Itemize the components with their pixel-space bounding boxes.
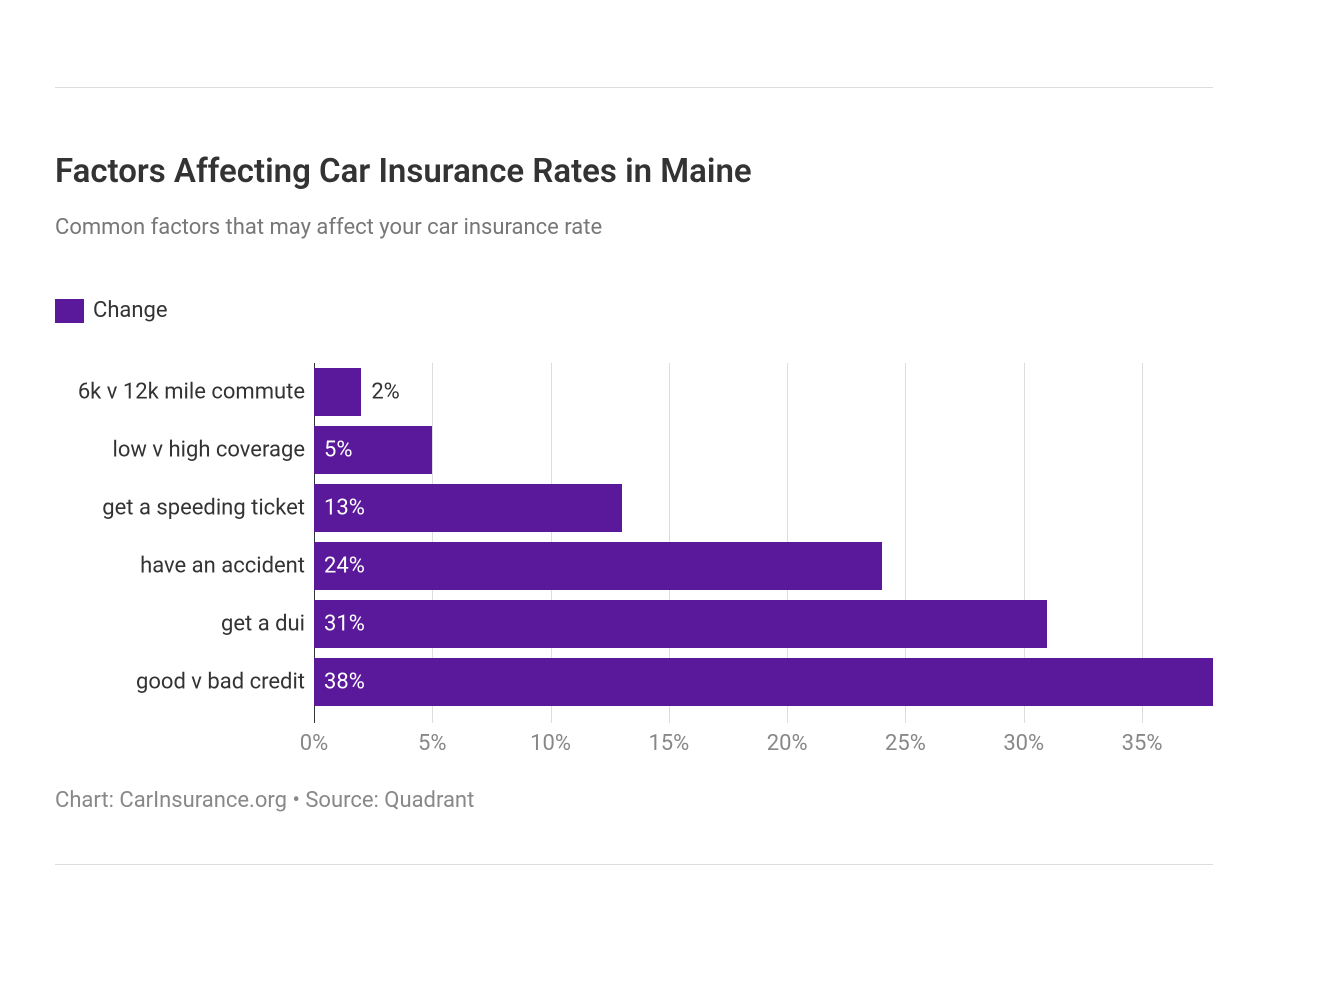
bar-row: have an accident 24% [55, 542, 1213, 590]
bar-row: get a speeding ticket 13% [55, 484, 1213, 532]
chart-subtitle: Common factors that may affect your car … [55, 215, 602, 240]
bar-value-label: 24% [324, 554, 365, 579]
bar-value-label: 31% [324, 612, 365, 637]
top-divider [55, 87, 1213, 88]
bottom-divider [55, 864, 1213, 865]
x-tick-label: 10% [530, 731, 571, 756]
bar-category-label: have an accident [55, 554, 305, 579]
bar-row: low v high coverage 5% [55, 426, 1213, 474]
x-tick-label: 25% [885, 731, 926, 756]
bar-category-label: get a speeding ticket [55, 496, 305, 521]
bar [314, 600, 1047, 648]
x-axis: 0%5%10%15%20%25%30%35% [314, 723, 1213, 763]
bar-value-label: 2% [371, 380, 399, 405]
x-tick-label: 15% [648, 731, 689, 756]
bar [314, 658, 1213, 706]
legend-label: Change [93, 298, 168, 323]
legend: Change [55, 298, 168, 323]
bar-category-label: 6k v 12k mile commute [55, 380, 305, 405]
bar-value-label: 5% [324, 438, 352, 463]
bar [314, 368, 361, 416]
chart-title: Factors Affecting Car Insurance Rates in… [55, 152, 752, 191]
bar-chart: 0%5%10%15%20%25%30%35% 6k v 12k mile com… [55, 363, 1213, 723]
chart-footer: Chart: CarInsurance.org • Source: Quadra… [55, 788, 474, 813]
bar-category-label: good v bad credit [55, 670, 305, 695]
x-tick-label: 35% [1122, 731, 1163, 756]
x-tick-label: 5% [418, 731, 446, 756]
bar-row: get a dui 31% [55, 600, 1213, 648]
bar-value-label: 38% [324, 670, 365, 695]
x-tick-label: 0% [300, 731, 328, 756]
bar-row: good v bad credit 38% [55, 658, 1213, 706]
x-tick-label: 20% [767, 731, 808, 756]
bar [314, 542, 882, 590]
legend-swatch [55, 299, 84, 323]
bar-category-label: low v high coverage [55, 438, 305, 463]
bar-category-label: get a dui [55, 612, 305, 637]
x-tick-label: 30% [1003, 731, 1044, 756]
bar-value-label: 13% [324, 496, 365, 521]
bar-row: 6k v 12k mile commute 2% [55, 368, 1213, 416]
